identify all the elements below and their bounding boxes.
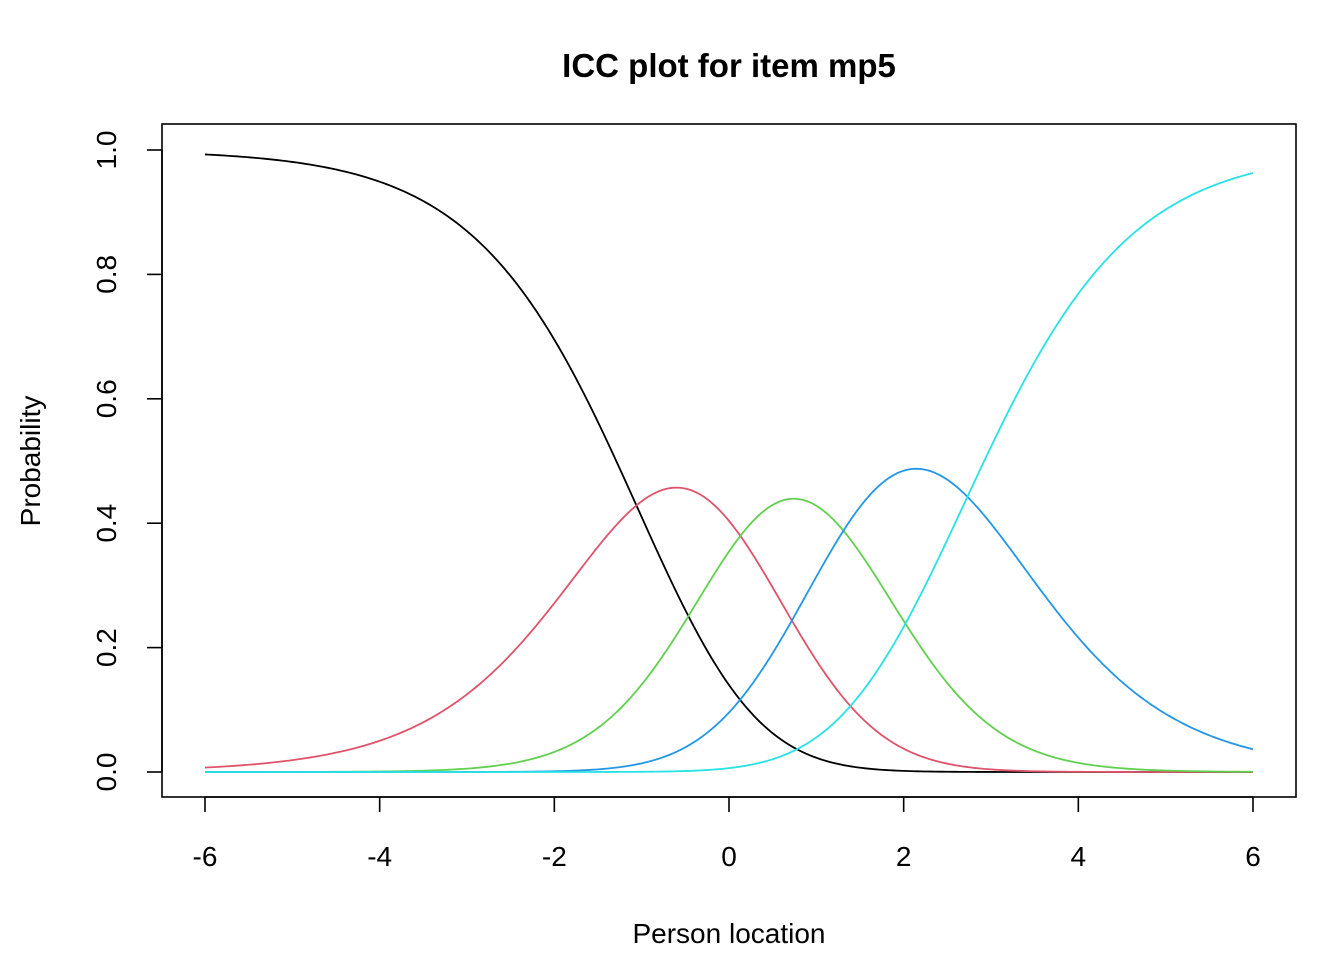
y-axis: 0.0 0.2 0.4 0.6 0.8 1.0 (91, 131, 163, 792)
curve-category-3 (205, 467, 1254, 773)
x-tick-label: -6 (193, 841, 218, 872)
chart-title: ICC plot for item mp5 (562, 47, 896, 84)
y-tick-label: 0.6 (91, 379, 122, 418)
curve-category-1 (204, 486, 1253, 773)
curves (204, 153, 1254, 773)
curve-category-2 (205, 497, 1254, 773)
y-tick-label: 1.0 (91, 131, 122, 170)
y-tick-label: 0.2 (91, 628, 122, 667)
curve-category-4 (205, 172, 1254, 773)
y-tick-label: 0.4 (91, 504, 122, 543)
x-axis-label: Person location (632, 918, 825, 949)
y-tick-label: 0.8 (91, 255, 122, 294)
x-tick-label: 0 (721, 841, 737, 872)
x-tick-label: -4 (367, 841, 392, 872)
curve-category-0 (204, 153, 1253, 773)
y-tick-label: 0.0 (91, 753, 122, 792)
plot-frame (161, 123, 1297, 798)
y-axis-label: Probability (15, 396, 46, 527)
x-tick-label: 2 (896, 841, 912, 872)
x-axis: -6 -4 -2 0 2 4 6 (193, 796, 1261, 872)
x-tick-label: 6 (1245, 841, 1261, 872)
x-tick-label: 4 (1071, 841, 1087, 872)
x-tick-label: -2 (542, 841, 567, 872)
